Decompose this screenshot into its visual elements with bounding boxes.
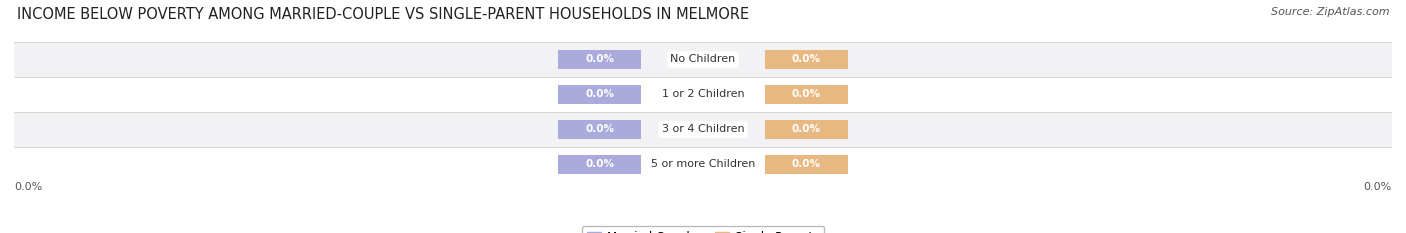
Bar [765, 85, 848, 104]
Bar [765, 50, 848, 69]
Text: 0.0%: 0.0% [792, 124, 821, 134]
Bar [14, 77, 1392, 112]
Text: 1 or 2 Children: 1 or 2 Children [662, 89, 744, 99]
Text: 0.0%: 0.0% [585, 55, 614, 64]
Bar [765, 120, 848, 139]
Bar [14, 112, 1392, 147]
Text: Source: ZipAtlas.com: Source: ZipAtlas.com [1271, 7, 1389, 17]
Text: 0.0%: 0.0% [792, 89, 821, 99]
Bar [558, 85, 641, 104]
Bar [558, 120, 641, 139]
Text: INCOME BELOW POVERTY AMONG MARRIED-COUPLE VS SINGLE-PARENT HOUSEHOLDS IN MELMORE: INCOME BELOW POVERTY AMONG MARRIED-COUPL… [17, 7, 749, 22]
Bar [765, 155, 848, 174]
Bar [14, 42, 1392, 77]
Bar [14, 147, 1392, 182]
Text: 0.0%: 0.0% [792, 55, 821, 64]
Text: 0.0%: 0.0% [585, 124, 614, 134]
Legend: Married Couples, Single Parents: Married Couples, Single Parents [582, 226, 824, 233]
Text: No Children: No Children [671, 55, 735, 64]
Text: 0.0%: 0.0% [792, 159, 821, 169]
Text: 3 or 4 Children: 3 or 4 Children [662, 124, 744, 134]
Text: 0.0%: 0.0% [1364, 182, 1392, 192]
Text: 0.0%: 0.0% [585, 89, 614, 99]
Bar [558, 155, 641, 174]
Text: 5 or more Children: 5 or more Children [651, 159, 755, 169]
Bar [558, 50, 641, 69]
Text: 0.0%: 0.0% [14, 182, 42, 192]
Text: 0.0%: 0.0% [585, 159, 614, 169]
